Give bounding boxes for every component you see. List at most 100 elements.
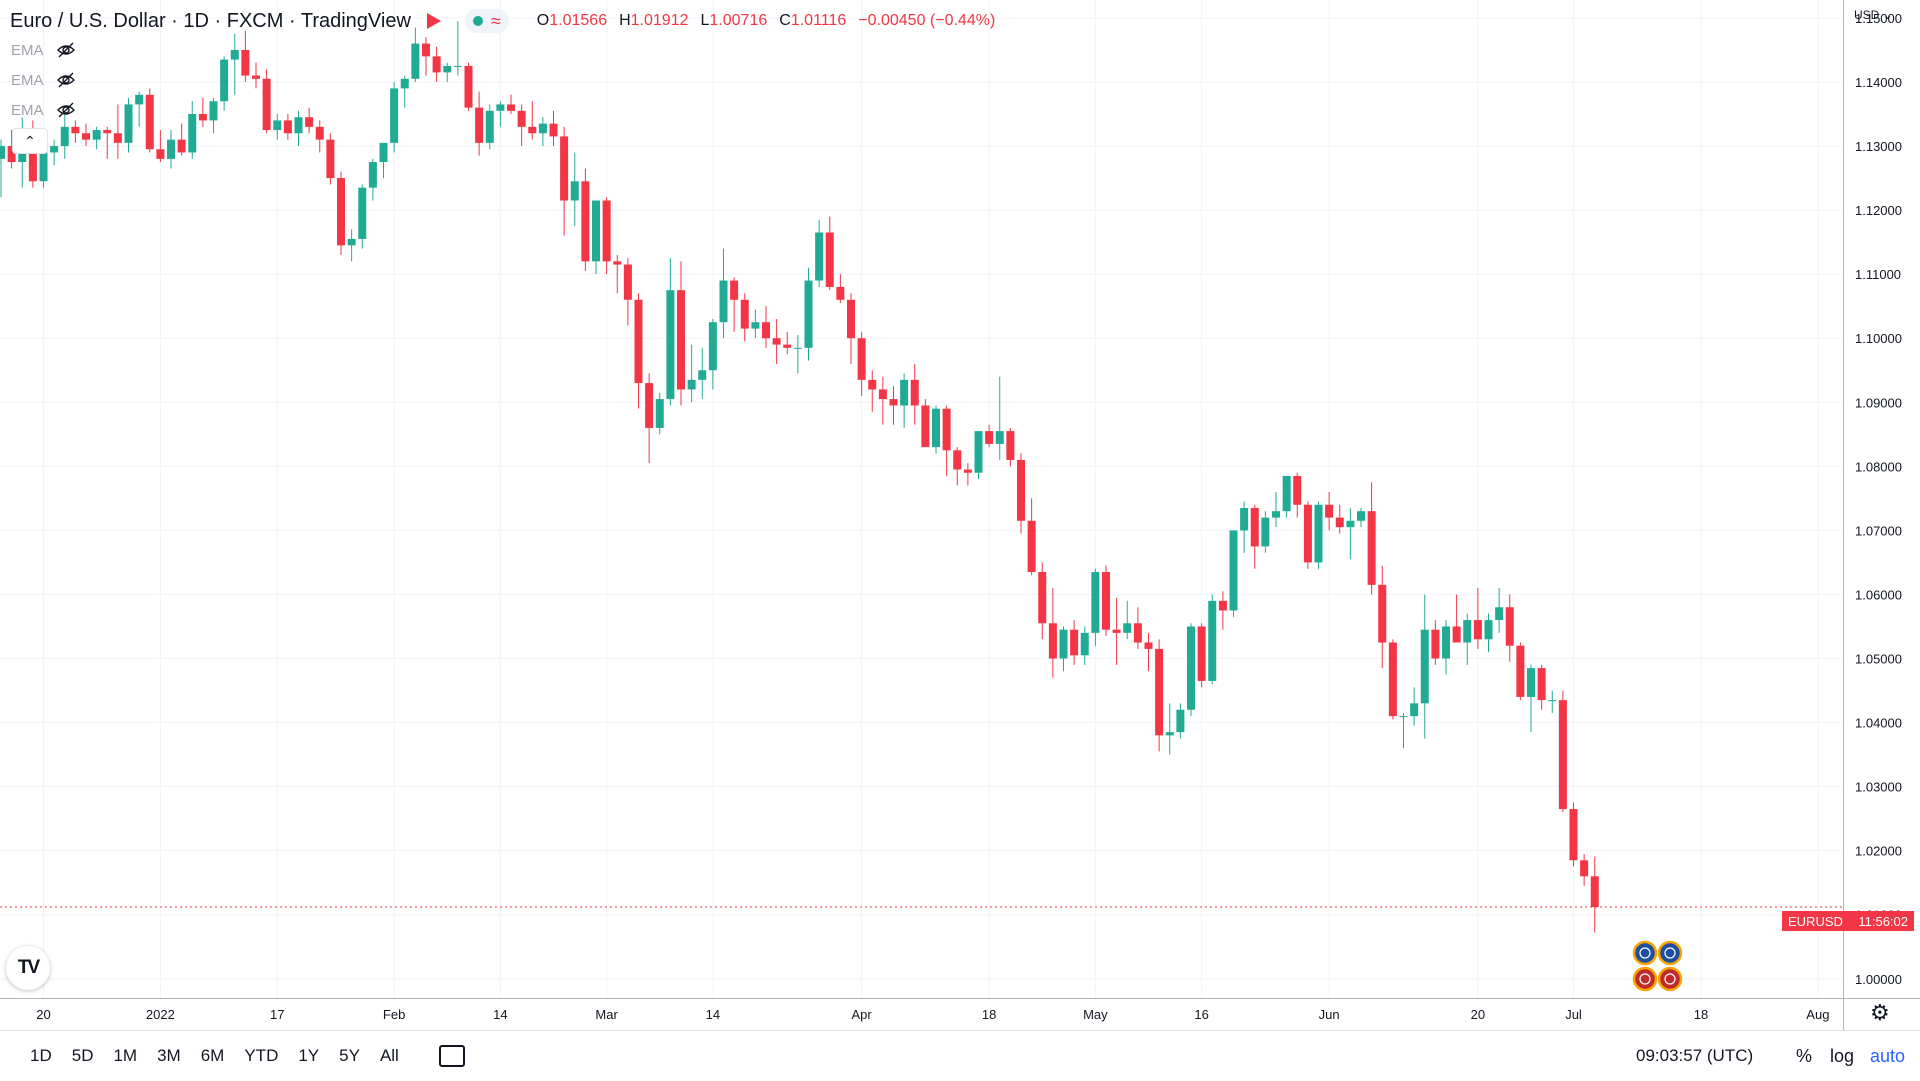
candle[interactable] [294, 110, 303, 147]
eye-off-icon[interactable] [56, 70, 76, 90]
candle[interactable] [400, 75, 409, 108]
flag-icon[interactable] [426, 13, 441, 29]
candle[interactable] [963, 463, 972, 486]
candle[interactable] [1282, 475, 1291, 518]
candle[interactable] [613, 254, 622, 294]
candle[interactable] [538, 117, 547, 147]
timeframe-5y[interactable]: 5Y [339, 1046, 360, 1065]
candle[interactable] [135, 91, 144, 127]
candle[interactable] [1580, 853, 1589, 886]
candle[interactable] [634, 293, 643, 409]
candle[interactable] [496, 101, 505, 127]
candle[interactable] [740, 293, 749, 342]
candle[interactable] [825, 216, 834, 291]
candle[interactable] [1516, 642, 1525, 701]
candle[interactable] [1335, 504, 1344, 534]
candle[interactable] [1027, 498, 1036, 576]
candle[interactable] [1325, 491, 1334, 531]
candle[interactable] [432, 46, 441, 82]
candle[interactable] [283, 114, 292, 140]
candle[interactable] [347, 229, 356, 262]
candle[interactable] [1272, 491, 1280, 528]
candle[interactable] [379, 142, 388, 179]
candle[interactable] [1537, 664, 1546, 710]
candle[interactable] [772, 319, 781, 364]
candle[interactable] [1484, 613, 1493, 653]
economic-event-icon[interactable] [1657, 940, 1683, 966]
candle[interactable] [1165, 703, 1174, 755]
candle[interactable] [464, 62, 473, 111]
candle[interactable] [1218, 591, 1227, 630]
candle[interactable] [1080, 626, 1089, 665]
candle[interactable] [92, 126, 101, 150]
timeframe-1d[interactable]: 1D [30, 1046, 52, 1065]
candle[interactable] [1240, 501, 1249, 553]
candle[interactable] [1548, 690, 1557, 713]
candle[interactable] [358, 184, 367, 249]
candle[interactable] [71, 120, 80, 143]
candle[interactable] [1133, 607, 1142, 649]
calendar-icon[interactable] [438, 1045, 465, 1067]
candle[interactable] [209, 98, 218, 134]
candle[interactable] [1590, 856, 1599, 933]
candle[interactable] [804, 267, 813, 361]
candle[interactable] [50, 139, 59, 166]
candle[interactable] [60, 114, 69, 159]
gear-icon[interactable]: ⚙ [1870, 1000, 1890, 1025]
candle[interactable] [124, 98, 133, 153]
candle[interactable] [932, 405, 940, 454]
candle[interactable] [942, 405, 951, 476]
currency-selector[interactable]: USD ⌄ [1854, 8, 1893, 22]
utc-clock[interactable]: 09:03:57 (UTC) [1636, 1046, 1754, 1065]
candle[interactable] [113, 104, 122, 159]
timeframe-5d[interactable]: 5D [71, 1046, 94, 1065]
candle[interactable] [793, 335, 802, 374]
candle[interactable] [836, 274, 845, 303]
candle[interactable] [666, 258, 675, 406]
candle[interactable] [517, 104, 526, 147]
timeframe-1y[interactable]: 1Y [298, 1046, 320, 1065]
candle[interactable] [252, 62, 260, 89]
candle[interactable] [708, 319, 717, 390]
candle[interactable] [985, 424, 994, 448]
candle[interactable] [1431, 620, 1440, 665]
candle[interactable] [857, 331, 866, 396]
candle[interactable] [910, 363, 919, 425]
candle[interactable] [698, 347, 707, 400]
candle[interactable] [677, 261, 685, 406]
candle[interactable] [1261, 511, 1270, 553]
indicator-ema-3[interactable]: EMA [11, 98, 76, 122]
candle[interactable] [1388, 639, 1397, 720]
candle[interactable] [623, 258, 632, 326]
candle[interactable] [921, 399, 930, 448]
candle[interactable] [751, 309, 760, 339]
candle[interactable] [1250, 504, 1259, 569]
candle[interactable] [1006, 427, 1015, 467]
candle[interactable] [1048, 588, 1057, 678]
candle[interactable] [645, 373, 654, 464]
candle[interactable] [1505, 594, 1514, 662]
candle[interactable] [82, 123, 90, 147]
indicator-ema-2[interactable]: EMA [11, 68, 76, 92]
candle[interactable] [719, 248, 728, 339]
indicator-ema-1[interactable]: EMA [11, 38, 76, 62]
candle[interactable] [655, 392, 664, 435]
symbol-title[interactable]: Euro / U.S. Dollar · 1D · FXCM · Trading… [10, 9, 411, 32]
timeframe-ytd[interactable]: YTD [244, 1046, 279, 1065]
candle[interactable] [1293, 472, 1302, 518]
candle[interactable] [453, 21, 462, 76]
candle[interactable] [730, 277, 739, 332]
candle[interactable] [7, 130, 16, 169]
candle[interactable] [1303, 501, 1312, 569]
candle[interactable] [443, 62, 452, 82]
candle[interactable] [1017, 453, 1025, 534]
candle[interactable] [1410, 687, 1419, 726]
candle[interactable] [815, 219, 824, 287]
candle[interactable] [1346, 507, 1355, 560]
candle[interactable] [528, 101, 537, 140]
candle[interactable] [1102, 565, 1110, 637]
auto-scale-button[interactable]: auto [1870, 1045, 1906, 1066]
candle[interactable] [1463, 613, 1472, 665]
candle[interactable] [1442, 620, 1450, 675]
candle[interactable] [326, 133, 335, 185]
